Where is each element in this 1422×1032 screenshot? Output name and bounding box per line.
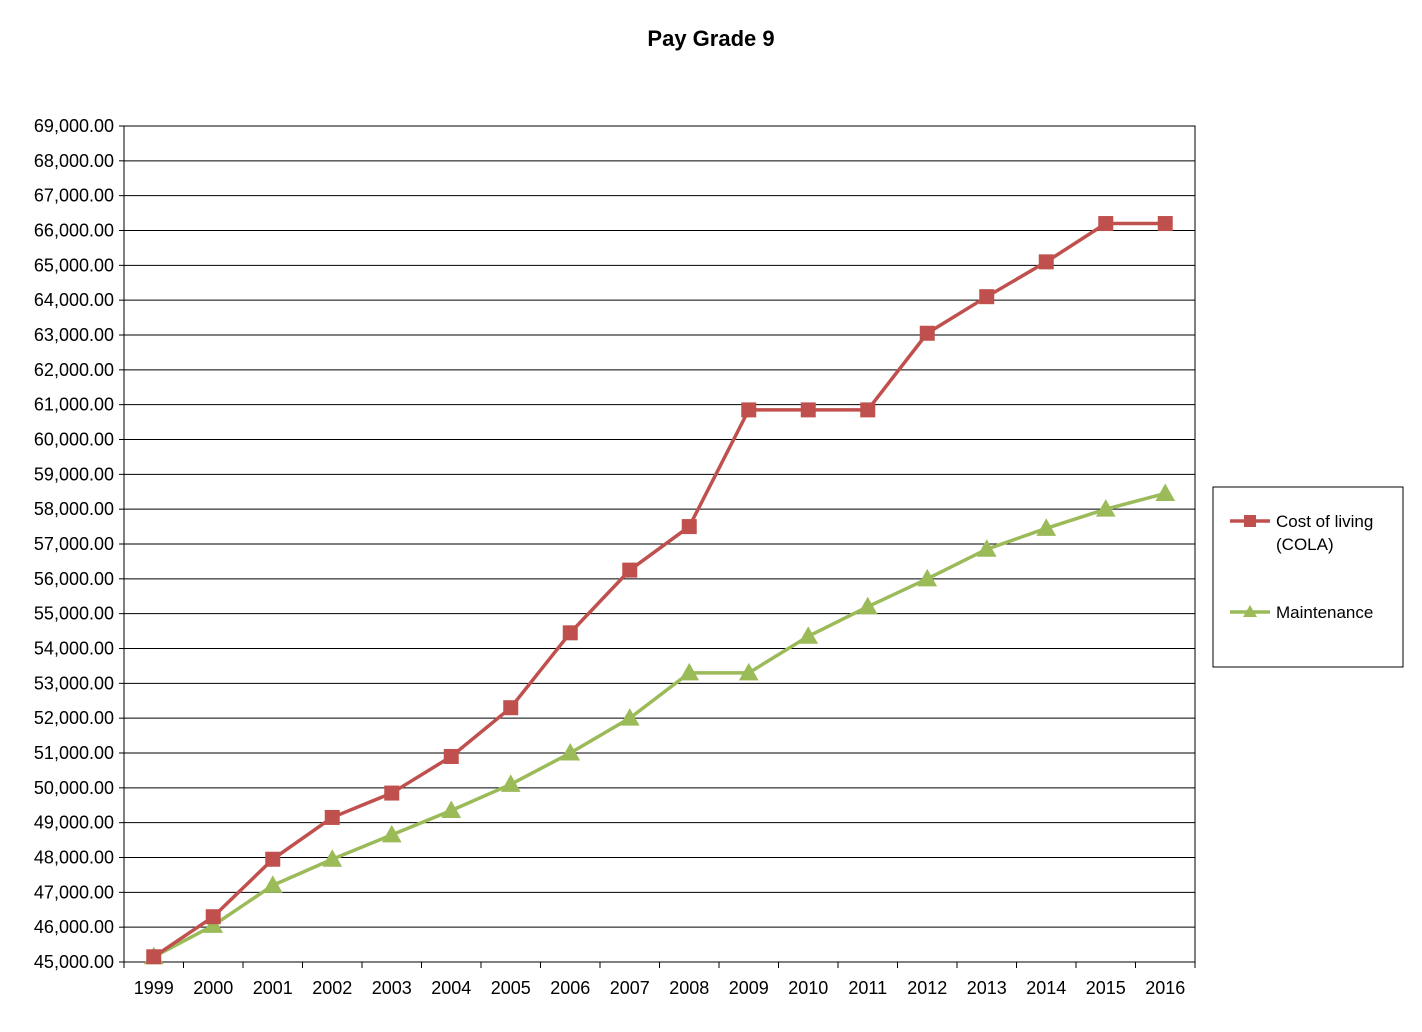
data-point: [919, 325, 935, 341]
x-tick-label: 2008: [669, 978, 709, 998]
y-tick-label: 60,000.00: [34, 430, 114, 450]
data-point: [262, 875, 283, 893]
x-tick-label: 2006: [550, 978, 590, 998]
data-point: [324, 809, 340, 825]
data-point: [622, 562, 638, 578]
data-point: [1155, 483, 1176, 501]
legend-label: Maintenance: [1276, 603, 1373, 622]
x-tick-label: 2004: [431, 978, 471, 998]
y-tick-label: 57,000.00: [34, 534, 114, 554]
series-line: [152, 221, 1166, 959]
y-tick-label: 51,000.00: [34, 743, 114, 763]
data-point: [384, 785, 400, 801]
y-tick-label: 69,000.00: [34, 116, 114, 136]
legend-marker: [1243, 605, 1257, 617]
x-tick-label: 2009: [729, 978, 769, 998]
x-tick-label: 2015: [1086, 978, 1126, 998]
x-tick-label: 2001: [253, 978, 293, 998]
y-tick-label: 65,000.00: [34, 255, 114, 275]
data-point: [917, 568, 938, 587]
data-point: [798, 626, 819, 644]
data-point: [146, 949, 162, 965]
legend-label: (COLA): [1276, 535, 1334, 554]
y-tick-label: 66,000.00: [34, 221, 114, 241]
data-point: [1095, 499, 1116, 517]
y-tick-label: 55,000.00: [34, 604, 114, 624]
x-tick-label: 2016: [1145, 978, 1185, 998]
x-tick-label: 2014: [1026, 978, 1066, 998]
y-axis-tick-labels: 45,000.00 46,000.00 47,000.00 48,000.00 49,0…: [34, 116, 114, 972]
data-point: [741, 402, 757, 418]
data-point: [381, 824, 402, 843]
data-point: [441, 800, 462, 818]
y-tick-label: 67,000.00: [34, 186, 114, 206]
y-tick-label: 52,000.00: [34, 708, 114, 728]
data-point: [205, 909, 221, 925]
data-point: [500, 774, 521, 792]
chart-title: Pay Grade 9: [647, 26, 774, 51]
data-point: [681, 519, 697, 535]
data-point: [503, 700, 519, 716]
y-tick-label: 56,000.00: [34, 569, 114, 589]
axes: [119, 125, 1196, 968]
x-tick-label: 2005: [491, 978, 531, 998]
x-tick-label: 1999: [134, 978, 174, 998]
legend-label: Cost of living: [1276, 512, 1373, 531]
data-point: [979, 289, 995, 305]
series-maintenance: [143, 483, 1176, 965]
data-point: [619, 708, 640, 726]
data-point: [1036, 518, 1057, 536]
data-point: [738, 662, 759, 681]
data-point: [1098, 216, 1114, 232]
data-point: [1157, 216, 1173, 232]
x-tick-label: 2002: [312, 978, 352, 998]
x-tick-label: 2012: [907, 978, 947, 998]
legend-marker: [1244, 515, 1256, 527]
y-tick-label: 47,000.00: [34, 882, 114, 902]
y-tick-label: 50,000.00: [34, 778, 114, 798]
data-point: [1038, 254, 1054, 270]
y-tick-label: 48,000.00: [34, 848, 114, 868]
y-tick-label: 68,000.00: [34, 151, 114, 171]
y-tick-label: 64,000.00: [34, 290, 114, 310]
series-lines: [143, 216, 1176, 965]
y-tick-label: 62,000.00: [34, 360, 114, 380]
y-tick-label: 58,000.00: [34, 499, 114, 519]
data-point: [560, 742, 581, 761]
x-tick-label: 2010: [788, 978, 828, 998]
data-point: [203, 915, 224, 933]
data-point: [265, 851, 281, 867]
y-tick-label: 45,000.00: [34, 952, 114, 972]
series-cost-of-living: [146, 216, 1173, 965]
data-point: [857, 596, 878, 615]
data-point: [562, 625, 578, 641]
y-tick-label: 49,000.00: [34, 813, 114, 833]
data-point: [976, 539, 997, 557]
x-tick-label: 2000: [193, 978, 233, 998]
y-tick-label: 63,000.00: [34, 325, 114, 345]
data-point: [443, 748, 459, 764]
x-tick-label: 2007: [610, 978, 650, 998]
x-tick-label: 2011: [848, 978, 887, 998]
legend: Cost of living (COLA) Maintenance: [1212, 486, 1404, 668]
legend-entry: Cost of living (COLA): [1230, 512, 1373, 554]
y-tick-label: 53,000.00: [34, 673, 114, 693]
y-tick-label: 61,000.00: [34, 395, 114, 415]
data-point: [860, 402, 876, 418]
gridlines: [124, 125, 1195, 963]
y-tick-label: 54,000.00: [34, 639, 114, 659]
y-tick-label: 46,000.00: [34, 917, 114, 937]
y-tick-label: 59,000.00: [34, 464, 114, 484]
series-line: [152, 491, 1166, 959]
data-point: [679, 662, 700, 681]
x-tick-label: 2003: [372, 978, 412, 998]
x-tick-label: 2013: [967, 978, 1007, 998]
x-axis-tick-labels: 1999 2000 2001 2002 2003 2004 2005 2006 2007 2008…: [134, 978, 1186, 998]
data-point: [800, 402, 816, 418]
legend-entry: Maintenance: [1230, 603, 1373, 622]
data-point: [322, 849, 343, 867]
